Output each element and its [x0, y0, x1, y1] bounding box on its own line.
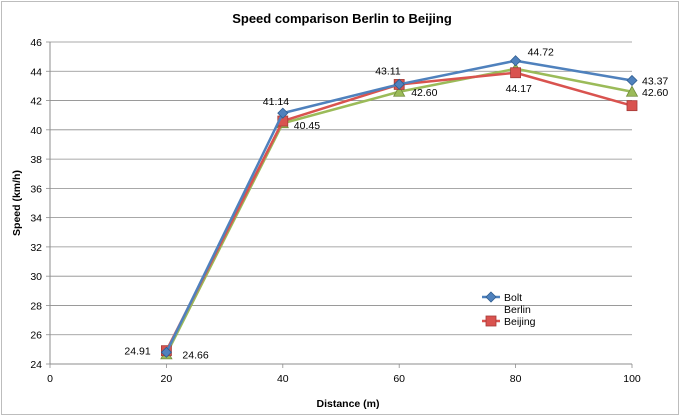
data-label-berlin: 40.45	[294, 120, 320, 132]
data-label-berlin: 42.60	[411, 87, 437, 99]
legend-label-berlin: Berlin	[504, 304, 531, 316]
y-tick-label: 28	[30, 300, 42, 312]
data-label-berlin: 42.60	[642, 87, 668, 99]
legend-item-bolt: Bolt	[482, 291, 522, 304]
tick-labels: 24 26 28 30 32 34 36 38 40 42 44 46 0 20 40 60 80 100	[30, 37, 641, 385]
y-axis-title: Speed (km/h)	[11, 170, 23, 236]
series-line-beijing	[165, 71, 633, 352]
y-tick-label: 40	[30, 125, 42, 137]
data-point-bolt	[160, 346, 172, 358]
data-point-bolt	[277, 107, 289, 119]
y-tick-label: 38	[30, 154, 42, 166]
series-beijing	[160, 67, 638, 357]
series-bolt	[160, 55, 638, 358]
data-labels: 41.14 43.11 44.72 43.37 24.66 40.45 42.60 44.17…	[124, 47, 668, 362]
data-label-bolt: 44.72	[528, 47, 554, 59]
legend-item-beijing: Beijing	[482, 315, 536, 328]
legend-label-beijing: Beijing	[504, 316, 536, 328]
data-label-beijing: 24.91	[124, 346, 150, 358]
x-tick-label: 0	[47, 373, 53, 385]
series-layer	[160, 55, 639, 360]
axes	[46, 41, 633, 368]
data-label-bolt: 43.37	[642, 75, 668, 87]
data-point-bolt	[393, 78, 405, 90]
data-point-beijing	[626, 100, 638, 112]
series-berlin	[160, 62, 639, 360]
data-label-bolt: 43.11	[375, 65, 401, 77]
chart-title: Speed comparison Berlin to Beijing	[232, 11, 452, 26]
legend-marker-bolt	[485, 291, 497, 303]
data-point-beijing	[510, 67, 522, 79]
y-tick-label: 42	[30, 96, 42, 108]
x-tick-label: 60	[393, 373, 405, 385]
legend-marker-beijing	[485, 315, 497, 327]
x-tick-label: 40	[277, 373, 289, 385]
data-point-berlin	[393, 85, 406, 97]
x-tick-label: 80	[510, 373, 522, 385]
y-tick-label: 44	[30, 66, 42, 78]
series-line-bolt	[165, 59, 633, 353]
data-label-berlin: 24.66	[182, 349, 208, 361]
data-point-bolt	[626, 74, 638, 87]
y-tick-label: 36	[30, 183, 42, 195]
legend-item-berlin: Berlin	[504, 304, 531, 316]
y-tick-label: 32	[30, 242, 42, 254]
legend-label-bolt: Bolt	[504, 292, 522, 304]
y-tick-label: 34	[30, 213, 42, 225]
y-tick-label: 46	[30, 37, 42, 49]
y-tick-label: 26	[30, 330, 42, 342]
data-point-berlin	[625, 85, 639, 97]
gridlines	[50, 41, 632, 336]
x-tick-label: 100	[623, 373, 641, 385]
data-label-bolt: 41.14	[263, 96, 289, 108]
data-label-berlin: 44.17	[506, 83, 532, 95]
x-axis-title: Distance (m)	[316, 398, 379, 410]
y-tick-label: 30	[30, 271, 42, 283]
data-point-bolt	[510, 55, 522, 67]
y-tick-label: 24	[30, 359, 42, 371]
x-tick-label: 20	[161, 373, 173, 385]
